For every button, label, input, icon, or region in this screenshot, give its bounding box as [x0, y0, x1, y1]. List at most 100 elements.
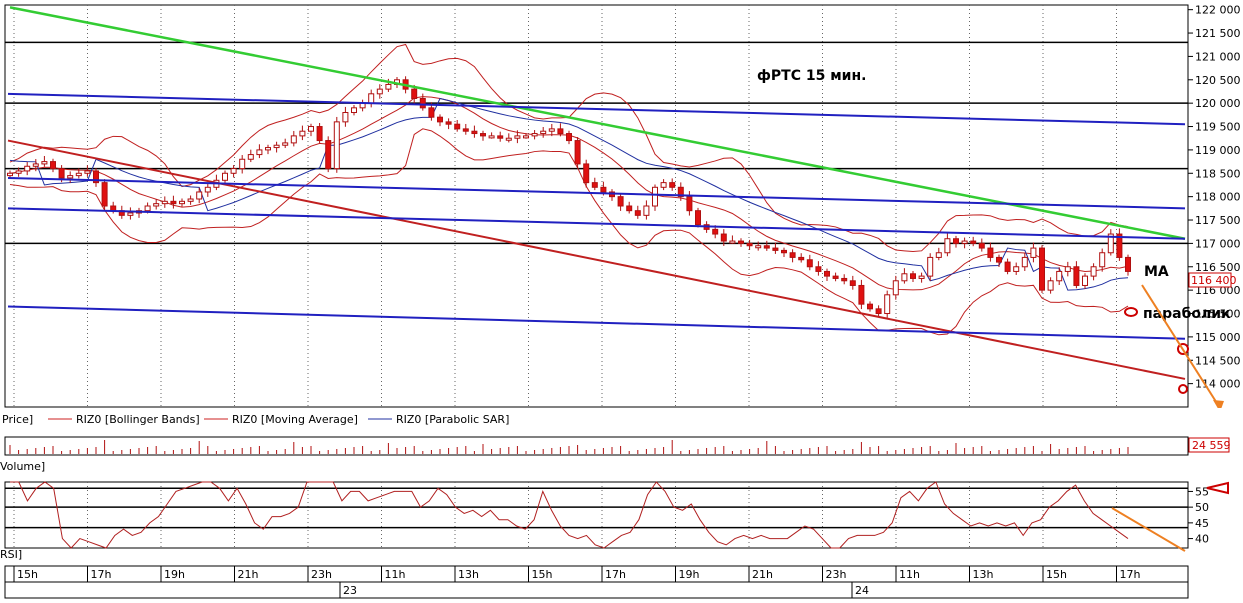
candle-body — [1030, 247, 1037, 258]
candle-body — [50, 161, 56, 170]
price-tick-label: 119 000 — [1195, 144, 1241, 157]
trend-line-red — [7, 139, 1186, 380]
candle-body — [308, 126, 314, 132]
rsi-levels — [5, 487, 1188, 529]
ma-annotation: МА — [1144, 264, 1169, 280]
candle-body — [953, 238, 959, 244]
candle-body — [84, 170, 91, 174]
candle-body — [325, 140, 332, 170]
rsi-line — [10, 481, 1129, 549]
rsi-axis: 55 50 45 40 — [1188, 485, 1209, 546]
candle-body — [505, 137, 512, 141]
chart-title: фРТС 15 мин. — [757, 68, 866, 84]
candle-body — [1021, 256, 1028, 268]
candle-body — [462, 128, 469, 132]
candle-body — [32, 163, 39, 167]
vertical-gridlines — [13, 5, 1117, 407]
candle-body — [996, 256, 1002, 263]
forecast-arrow-rsi — [1111, 507, 1186, 552]
candle-body — [970, 240, 977, 244]
time-tick-label: 23h — [826, 568, 847, 581]
candle-body — [187, 198, 194, 202]
candle-body — [342, 112, 349, 123]
candle-body — [239, 158, 246, 170]
candle-body — [368, 93, 375, 104]
candle-body — [540, 130, 547, 135]
candle-body — [548, 128, 555, 132]
time-tick-label: 13h — [458, 568, 479, 581]
last-price-box — [1188, 272, 1232, 288]
candle-body — [652, 186, 658, 207]
time-tick-label: 19h — [679, 568, 700, 581]
candle-body — [720, 233, 727, 242]
channel-line-blue-2 — [7, 176, 1186, 210]
price-axis: 122 000 121 500 121 000 120 500 120 000 119 5… — [1188, 4, 1241, 391]
price-tick-label: 114 500 — [1195, 354, 1241, 367]
volume-last-label: 24 559 — [1192, 439, 1231, 452]
candle-body — [273, 144, 280, 149]
time-tick-label: 15h — [17, 568, 38, 581]
forecast-arrow-price — [1141, 284, 1221, 409]
price-tick-label: 120 500 — [1195, 74, 1241, 87]
candle-body — [351, 107, 357, 114]
candle-body — [841, 277, 848, 282]
candle-body — [1039, 247, 1045, 291]
time-tick-label: 21h — [752, 568, 773, 581]
candle-body — [385, 83, 392, 90]
legend-ma: RIZ0 [Moving Average] — [232, 413, 358, 426]
candle-body — [746, 242, 753, 247]
candle-body — [454, 123, 461, 130]
parabolic-sar — [9, 97, 1129, 291]
candle-body — [445, 121, 452, 125]
candle-body — [738, 240, 744, 244]
candle-body — [127, 212, 134, 216]
candle-body — [471, 130, 478, 135]
legend-strip — [0, 408, 1243, 430]
price-tick-label: 121 500 — [1195, 27, 1241, 40]
candle-body — [523, 135, 529, 139]
candle-body — [437, 116, 443, 123]
candle-body — [566, 133, 572, 142]
candle-body — [299, 130, 306, 137]
candle-body — [910, 273, 916, 279]
candle-body — [144, 205, 151, 212]
candle-body — [875, 308, 882, 315]
candle-body — [918, 275, 925, 279]
candle-body — [858, 284, 865, 305]
candle-body — [24, 165, 31, 172]
candle-body — [806, 259, 813, 268]
candle-body — [1090, 266, 1097, 277]
channel-line-blue-4 — [7, 305, 1186, 340]
candle-body — [101, 182, 108, 207]
candle-body — [480, 133, 486, 137]
volume-bars — [9, 440, 1129, 454]
candle-body — [798, 256, 805, 261]
candle-body — [531, 133, 538, 137]
volume-panel — [4, 436, 1189, 456]
day-labels: 23 24 — [339, 582, 869, 598]
candle-body — [978, 242, 985, 249]
rsi-label: RSI] — [0, 548, 22, 561]
candle-body — [419, 97, 426, 109]
candle-body — [514, 135, 521, 139]
candle-body — [944, 238, 951, 254]
candle-body — [75, 172, 82, 177]
candle-body — [867, 303, 873, 310]
candle-body — [935, 252, 942, 258]
rsi-tick-label: 50 — [1195, 501, 1209, 514]
candle-body — [1116, 233, 1123, 258]
candle-body — [686, 196, 693, 212]
candle-body — [892, 280, 899, 296]
candle-body — [316, 126, 323, 142]
candle-body — [1056, 270, 1063, 282]
candle-body — [987, 247, 994, 258]
price-tick-label: 115 500 — [1195, 308, 1241, 321]
time-tick-label: 11h — [899, 568, 920, 581]
trend-line-green — [9, 6, 1186, 240]
candle-body — [93, 170, 99, 184]
candle-body — [1125, 256, 1131, 272]
candle-body — [712, 228, 719, 235]
candle-body — [376, 88, 383, 95]
candle-body — [824, 270, 830, 277]
